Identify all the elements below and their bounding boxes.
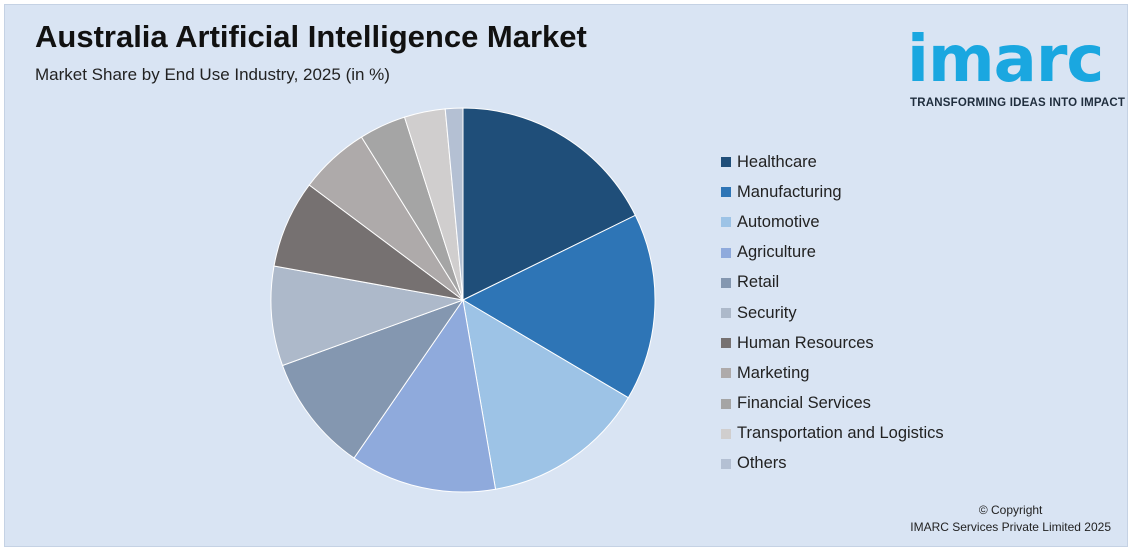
pie-slice-automotive bbox=[462, 299, 629, 490]
legend-item-healthcare: Healthcare bbox=[721, 147, 944, 177]
legend-label: Retail bbox=[737, 273, 780, 292]
legend-label: Transportation and Logistics bbox=[737, 424, 944, 443]
legend-label: Human Resources bbox=[737, 333, 874, 352]
legend-item-manufacturing: Manufacturing bbox=[721, 177, 944, 207]
legend-item-agriculture: Agriculture bbox=[721, 238, 944, 268]
pie-slice-security bbox=[270, 265, 465, 367]
chart-subtitle: Market Share by End Use Industry, 2025 (… bbox=[35, 65, 390, 84]
copyright-line-2: IMARC Services Private Limited 2025 bbox=[910, 520, 1111, 534]
legend-swatch bbox=[721, 308, 731, 319]
logo-wordmark: imarc bbox=[907, 23, 1104, 97]
legend-item-transportation-and-logistics: Transportation and Logistics bbox=[721, 419, 944, 449]
legend-label: Others bbox=[737, 454, 787, 473]
legend-swatch bbox=[721, 428, 731, 439]
legend-label: Agriculture bbox=[737, 243, 816, 262]
legend-item-human-resources: Human Resources bbox=[721, 328, 944, 358]
copyright-notice: © Copyright IMARC Services Private Limit… bbox=[910, 502, 1111, 536]
legend-item-security: Security bbox=[721, 298, 944, 328]
legend-label: Marketing bbox=[737, 363, 810, 382]
legend-label: Healthcare bbox=[737, 152, 817, 171]
legend-swatch bbox=[721, 157, 731, 168]
legend-swatch bbox=[721, 368, 731, 379]
legend-swatch bbox=[721, 398, 731, 409]
legend-swatch bbox=[721, 217, 731, 228]
legend-swatch bbox=[721, 187, 731, 198]
legend-item-others: Others bbox=[721, 449, 944, 479]
pie-slice-others bbox=[444, 107, 464, 301]
chart-title: Australia Artificial Intelligence Market bbox=[35, 19, 587, 54]
legend-item-automotive: Automotive bbox=[721, 207, 944, 237]
legend-label: Security bbox=[737, 303, 797, 322]
legend-swatch bbox=[721, 338, 731, 349]
legend-item-financial-services: Financial Services bbox=[721, 389, 944, 419]
pie-slice-agriculture bbox=[353, 298, 497, 493]
imarc-logo: imarc TRANSFORMING IDEAS INTO IMPACT bbox=[905, 21, 1125, 117]
legend-swatch bbox=[721, 277, 731, 288]
legend-swatch bbox=[721, 458, 731, 469]
pie-slice-retail bbox=[281, 298, 465, 459]
legend-item-retail: Retail bbox=[721, 268, 944, 298]
copyright-line-1: © Copyright bbox=[978, 503, 1043, 517]
legend-label: Financial Services bbox=[737, 394, 871, 413]
pie-slice-healthcare bbox=[462, 107, 637, 301]
legend-item-marketing: Marketing bbox=[721, 358, 944, 388]
legend-label: Automotive bbox=[737, 212, 820, 231]
legend-label: Manufacturing bbox=[737, 182, 842, 201]
pie-slice-manufacturing bbox=[461, 214, 656, 399]
legend-swatch bbox=[721, 247, 731, 258]
chart-legend: Healthcare Manufacturing Automotive Agricul… bbox=[721, 147, 944, 479]
logo-tagline: TRANSFORMING IDEAS INTO IMPACT bbox=[910, 97, 1126, 109]
